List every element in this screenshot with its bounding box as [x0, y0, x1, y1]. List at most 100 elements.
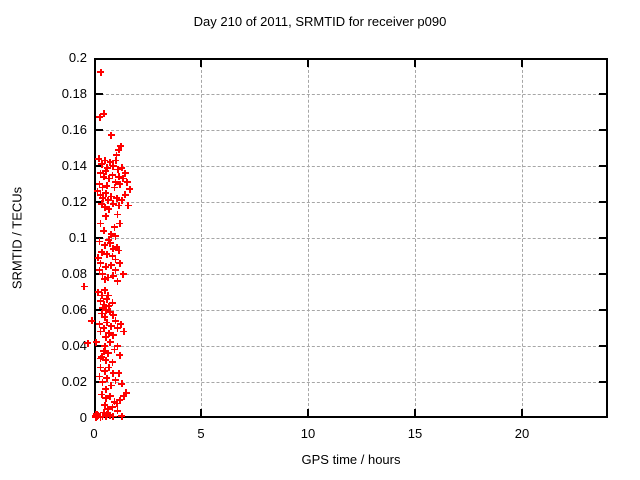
- x-tick-top: [307, 60, 309, 67]
- data-point: [104, 405, 112, 413]
- x-tick-label: 5: [197, 426, 205, 441]
- data-point: [102, 356, 110, 364]
- data-point: [112, 157, 120, 165]
- data-point: [102, 333, 110, 341]
- x-tick-top: [521, 60, 523, 67]
- data-point: [100, 301, 108, 309]
- data-point: [99, 413, 107, 421]
- y-tick-label: 0.18: [61, 86, 87, 101]
- data-point: [106, 338, 114, 346]
- data-point: [101, 401, 109, 409]
- y-tick-right: [599, 201, 606, 203]
- y-tick-label: 0.06: [61, 302, 87, 317]
- data-point: [117, 142, 125, 150]
- data-point: [120, 392, 128, 400]
- data-point: [96, 364, 104, 372]
- data-point: [116, 396, 124, 404]
- data-point: [100, 347, 108, 355]
- y-tick-right: [599, 129, 606, 131]
- data-point: [102, 167, 110, 175]
- data-point: [107, 131, 115, 139]
- data-point: [105, 302, 113, 310]
- data-point: [115, 202, 123, 210]
- data-point: [113, 243, 121, 251]
- data-point: [103, 250, 111, 258]
- data-point: [96, 355, 104, 363]
- data-point: [99, 304, 107, 312]
- data-point: [108, 358, 116, 366]
- data-point: [99, 184, 107, 192]
- data-point: [114, 342, 122, 350]
- y-tick-label: 0.2: [68, 50, 87, 65]
- data-point: [98, 310, 106, 318]
- data-point: [111, 178, 119, 186]
- y-tick-right: [599, 93, 606, 95]
- data-point: [94, 411, 102, 419]
- data-point: [115, 369, 123, 377]
- data-point: [113, 194, 121, 202]
- y-gridline: [96, 274, 606, 275]
- y-gridline: [96, 130, 606, 131]
- data-point: [107, 322, 115, 330]
- y-tick-left: [96, 345, 103, 347]
- y-tick-right: [599, 381, 606, 383]
- y-tick-label: 0.04: [61, 338, 87, 353]
- data-point: [96, 328, 104, 336]
- data-point: [96, 169, 104, 177]
- y-tick-left: [96, 129, 103, 131]
- data-point: [101, 241, 109, 249]
- data-point: [98, 160, 106, 168]
- data-point: [98, 391, 106, 399]
- data-point: [123, 178, 131, 186]
- y-tick-left: [96, 93, 103, 95]
- y-tick-label: 0.02: [61, 374, 87, 389]
- data-point: [111, 223, 119, 231]
- data-point: [111, 346, 119, 354]
- chart-title: Day 210 of 2011, SRMTID for receiver p09…: [193, 14, 447, 29]
- data-point: [96, 238, 104, 246]
- data-point: [102, 306, 110, 314]
- x-tick-top: [414, 60, 416, 67]
- data-point: [122, 389, 130, 397]
- data-point: [116, 220, 124, 228]
- data-point: [103, 319, 111, 327]
- y-tick-label: 0.08: [61, 266, 87, 281]
- y-tick-right: [599, 309, 606, 311]
- y-tick-right: [599, 345, 606, 347]
- data-point: [106, 392, 114, 400]
- x-tick-bottom: [521, 409, 523, 416]
- y-gridline: [96, 202, 606, 203]
- data-point: [93, 187, 101, 195]
- data-point: [116, 180, 124, 188]
- data-point: [109, 311, 117, 319]
- data-point: [98, 248, 106, 256]
- data-point: [118, 164, 126, 172]
- data-point: [103, 164, 111, 172]
- data-point: [109, 369, 117, 377]
- data-point: [108, 171, 116, 179]
- data-point: [101, 342, 109, 350]
- data-point: [102, 385, 110, 393]
- data-point: [96, 297, 104, 305]
- y-tick-left: [96, 309, 103, 311]
- data-point: [112, 151, 120, 159]
- data-point: [114, 277, 122, 285]
- data-point: [109, 200, 117, 208]
- y-gridline: [96, 382, 606, 383]
- x-gridline: [308, 60, 309, 416]
- x-tick-bottom: [414, 409, 416, 416]
- data-point: [117, 320, 125, 328]
- data-point: [102, 212, 110, 220]
- data-point: [108, 252, 116, 260]
- data-point: [92, 338, 100, 346]
- data-point: [109, 331, 117, 339]
- data-point: [84, 339, 92, 347]
- x-tick-bottom: [307, 409, 309, 416]
- data-point: [101, 286, 109, 294]
- data-point: [107, 382, 115, 390]
- data-point: [111, 398, 119, 406]
- data-point: [96, 373, 104, 381]
- data-point: [101, 275, 109, 283]
- data-point: [105, 329, 113, 337]
